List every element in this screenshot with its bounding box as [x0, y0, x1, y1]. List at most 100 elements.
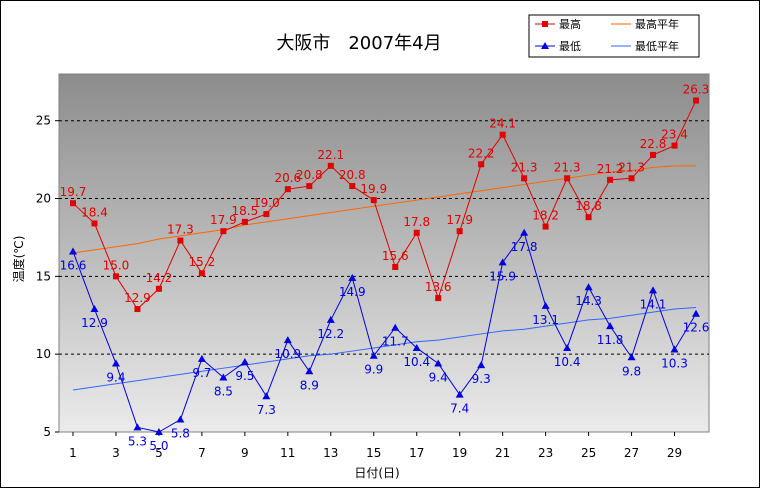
high-marker-28: [650, 151, 657, 158]
high-label-6: 17.3: [167, 223, 194, 237]
high-label-7: 15.2: [189, 255, 216, 269]
high-marker-4: [134, 306, 141, 313]
high-marker-29: [671, 142, 678, 149]
x-tick-label-29: 29: [667, 446, 682, 460]
high-label-22: 21.3: [511, 160, 538, 174]
series-markers: [69, 97, 700, 435]
y-tick-label-10: 10: [36, 347, 51, 361]
low-marker-5: [154, 428, 163, 435]
high-label-29: 23.4: [661, 128, 688, 142]
series-lines: [72, 100, 697, 433]
high-label-15: 19.9: [360, 182, 387, 196]
plot-area: [58, 73, 710, 433]
low-label-2: 12.9: [81, 316, 108, 330]
x-tick-label-7: 7: [198, 446, 206, 460]
high-marker-8: [220, 228, 227, 235]
low-marker-13: [326, 315, 335, 323]
high-marker-21: [499, 131, 506, 138]
low-label-18: 9.4: [429, 371, 448, 385]
low-label-8: 8.5: [214, 385, 233, 399]
high-marker-3: [112, 273, 119, 280]
high-line: [72, 100, 697, 310]
data-labels: 19.718.415.012.914.217.315.217.918.519.0…: [60, 82, 710, 453]
normal-low-line: [72, 306, 697, 391]
high-marker-22: [521, 175, 528, 182]
high-marker-30: [693, 97, 699, 104]
y-tick-label-5: 5: [43, 425, 51, 439]
low-marker-23: [541, 301, 550, 309]
x-tick-label-3: 3: [112, 446, 120, 460]
high-marker-10: [263, 211, 270, 218]
low-label-22: 17.8: [511, 240, 538, 254]
low-label-9: 9.5: [235, 369, 254, 383]
low-label-20: 9.3: [472, 372, 491, 386]
high-label-17: 17.8: [403, 215, 430, 229]
x-tick-label-13: 13: [323, 446, 338, 460]
y-tick-label-15: 15: [36, 269, 51, 283]
x-axis-label: 日付(日): [354, 466, 399, 480]
low-line: [72, 231, 697, 433]
low-marker-18: [434, 359, 443, 367]
x-tick-label-5: 5: [155, 446, 163, 460]
high-label-11: 20.6: [274, 171, 301, 185]
high-marker-14: [349, 183, 356, 190]
high-marker-25: [585, 214, 592, 221]
low-marker-14: [348, 273, 357, 281]
high-label-2: 18.4: [81, 205, 108, 219]
high-marker-27: [628, 175, 635, 182]
low-label-10: 7.3: [257, 403, 276, 417]
low-label-6: 5.8: [171, 427, 190, 441]
x-tick-label-19: 19: [452, 446, 467, 460]
y-tick-label-25: 25: [36, 114, 51, 128]
x-tick-label-15: 15: [366, 446, 381, 460]
low-marker-10: [262, 392, 271, 400]
low-marker-24: [563, 343, 572, 351]
high-label-3: 15.0: [103, 258, 130, 272]
low-marker-27: [627, 353, 636, 361]
low-label-25: 14.3: [575, 294, 602, 308]
legend-item-1-triangle-icon: [541, 42, 549, 49]
high-label-26: 21.2: [597, 162, 624, 176]
low-marker-28: [649, 286, 658, 294]
low-marker-7: [197, 354, 206, 362]
low-label-26: 11.8: [597, 333, 624, 347]
high-label-4: 12.9: [124, 291, 151, 305]
low-label-14: 14.9: [339, 285, 366, 299]
high-label-21: 24.1: [489, 117, 516, 131]
low-label-7: 9.7: [192, 366, 211, 380]
high-marker-7: [198, 270, 205, 277]
y-axis-ticks: 5 10 15 20 25: [36, 114, 59, 439]
low-marker-20: [477, 361, 486, 369]
high-marker-20: [478, 161, 485, 168]
high-label-23: 18.2: [532, 209, 559, 223]
high-label-20: 22.2: [468, 146, 495, 160]
x-tick-label-23: 23: [538, 446, 553, 460]
high-marker-16: [392, 264, 399, 271]
high-label-19: 17.9: [446, 213, 473, 227]
low-label-17: 10.4: [403, 355, 430, 369]
legend-box: [528, 14, 700, 58]
high-label-18: 13.6: [425, 280, 452, 294]
high-marker-15: [370, 197, 377, 204]
high-label-1: 19.7: [60, 185, 87, 199]
low-label-16: 11.7: [382, 335, 409, 349]
high-label-9: 18.5: [232, 204, 259, 218]
high-marker-19: [456, 228, 463, 235]
low-label-15: 9.9: [364, 363, 383, 377]
high-marker-17: [413, 229, 420, 236]
low-marker-17: [412, 343, 421, 351]
high-marker-5: [155, 285, 162, 292]
high-marker-9: [241, 218, 248, 225]
high-marker-6: [177, 237, 184, 244]
legend-item-0-label: 最高: [559, 17, 581, 31]
low-marker-16: [391, 323, 400, 331]
chart-title: 大阪市 2007年4月: [276, 33, 441, 54]
low-marker-22: [520, 228, 529, 236]
low-marker-2: [90, 305, 99, 313]
low-marker-25: [584, 283, 593, 291]
low-label-23: 13.1: [532, 313, 559, 327]
low-label-3: 9.4: [106, 371, 125, 385]
low-marker-3: [111, 359, 120, 367]
legend-item-2-label: 最高平年: [635, 17, 679, 31]
